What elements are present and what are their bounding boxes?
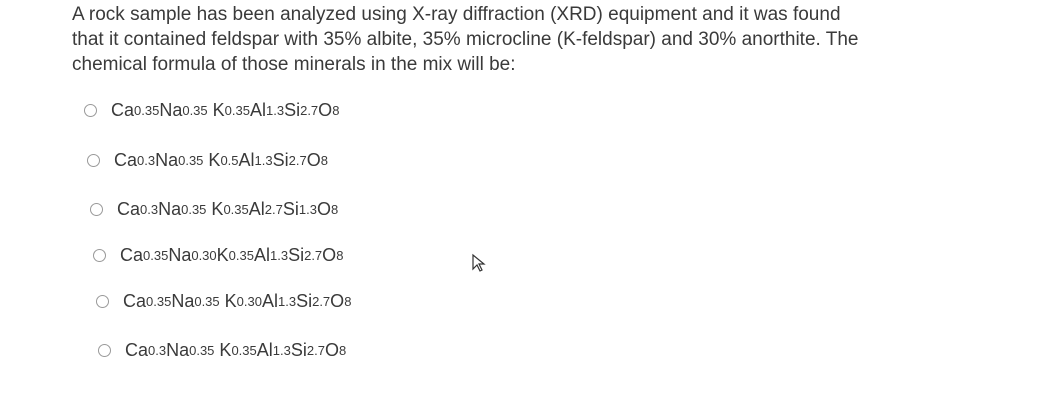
element: Si (290, 340, 307, 360)
element: K (206, 199, 224, 219)
option[interactable]: Ca 0.35 Na 0.35 K 0.35 Al 1.3 Si 2.7 O 8 (84, 100, 339, 121)
element: Si (282, 199, 299, 219)
element: Al (261, 291, 278, 311)
element: Si (296, 291, 313, 311)
element: K (214, 340, 232, 360)
element: Ca (114, 150, 138, 170)
option[interactable]: Ca 0.3 Na 0.35 K 0.5 Al 1.3 Si 2.7 O 8 (87, 150, 328, 171)
option[interactable]: Ca 0.3 Na 0.35 K 0.35 Al 2.7 Si 1.3 O 8 (90, 199, 338, 220)
element: Al (238, 150, 255, 170)
element: Na (158, 199, 182, 219)
option[interactable]: Ca 0.3 Na 0.35 K 0.35 Al 1.3 Si 2.7 O 8 (98, 340, 346, 361)
option[interactable]: Ca 0.35 Na 0.30 K 0.35 Al 1.3 Si 2.7 O 8 (93, 245, 343, 266)
element: O (324, 340, 339, 360)
radio-button[interactable] (87, 154, 100, 167)
question-line: that it contained feldspar with 35% albi… (72, 29, 859, 50)
element: O (330, 291, 345, 311)
radio-button[interactable] (84, 104, 97, 117)
element: O (322, 245, 337, 265)
element: O (316, 199, 331, 219)
element: Na (166, 340, 190, 360)
element: Ca (125, 340, 149, 360)
option[interactable]: Ca 0.35 Na 0.35 K 0.30 Al 1.3 Si 2.7 O 8 (96, 291, 351, 312)
radio-button[interactable] (93, 249, 106, 262)
element: K (219, 291, 237, 311)
radio-button[interactable] (96, 295, 109, 308)
element: Ca (123, 291, 147, 311)
element: Al (248, 199, 265, 219)
element: K (207, 100, 225, 120)
element: Al (249, 100, 266, 120)
element: Ca (120, 245, 144, 265)
question-line: chemical formula of those minerals in th… (72, 54, 516, 75)
element: Na (155, 150, 179, 170)
element: O (306, 150, 321, 170)
element: O (318, 100, 333, 120)
element: Na (168, 245, 192, 265)
element: K (203, 150, 221, 170)
radio-button[interactable] (98, 344, 111, 357)
element: Ca (111, 100, 135, 120)
question-line: A rock sample has been analyzed using X-… (72, 4, 841, 25)
element: Si (288, 245, 305, 265)
element: K (216, 245, 229, 265)
element: Al (256, 340, 273, 360)
question: A rock sample has been analyzed using X-… (72, 2, 858, 77)
element: Si (272, 150, 289, 170)
element: Na (159, 100, 183, 120)
radio-button[interactable] (90, 203, 103, 216)
element: Ca (117, 199, 141, 219)
cursor (472, 253, 486, 272)
element: Al (253, 245, 270, 265)
element: Si (284, 100, 301, 120)
element: Na (171, 291, 195, 311)
